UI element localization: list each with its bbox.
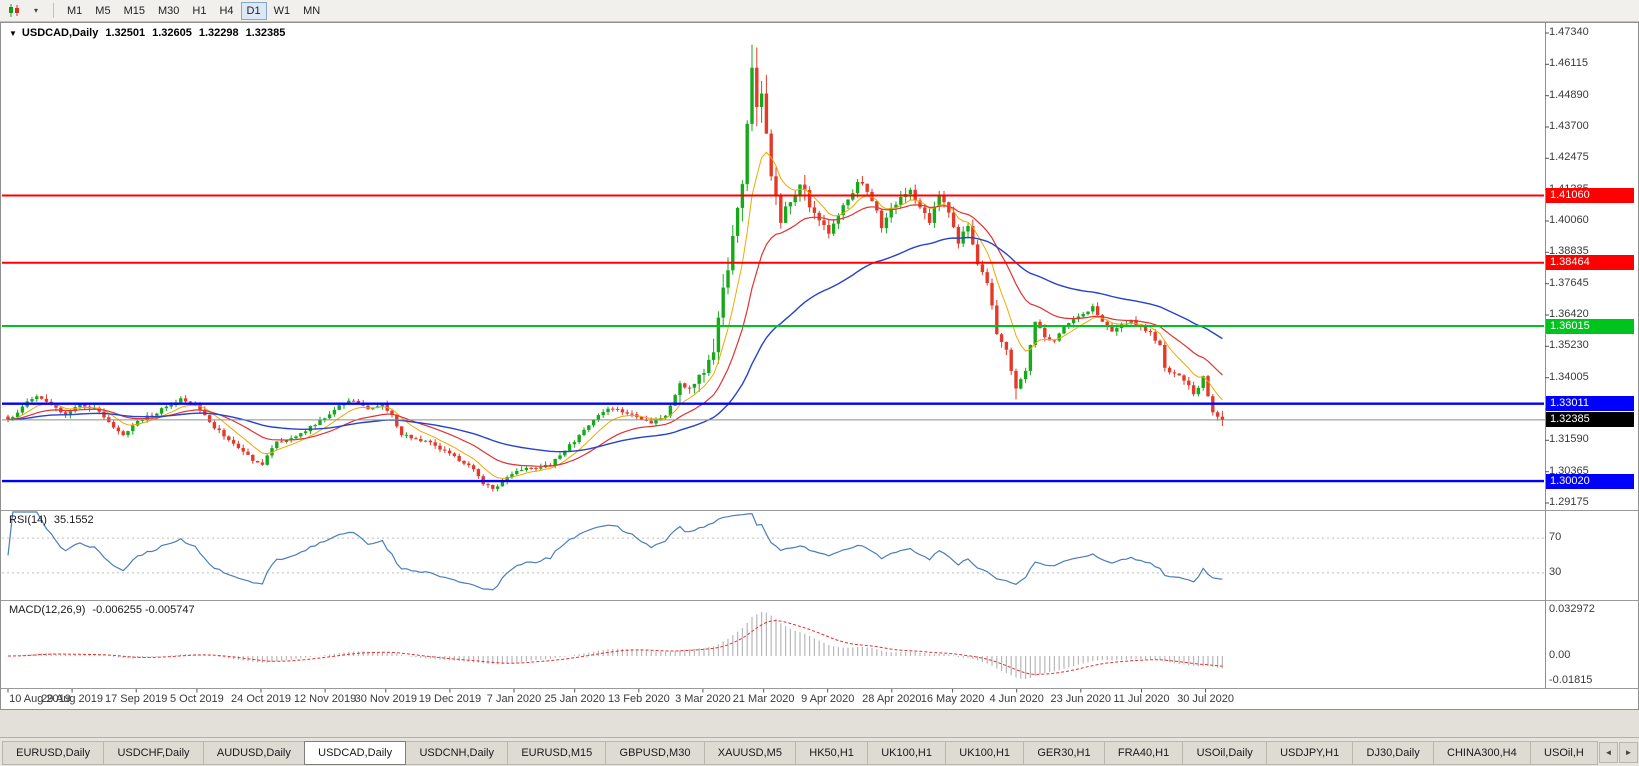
macd-scale-value: 0.00 <box>1549 649 1571 661</box>
date-tick-label: 16 May 2020 <box>920 693 985 705</box>
date-tick-label: 10 Aug 2019 <box>9 693 71 705</box>
date-tick-label: 3 Mar 2020 <box>675 693 731 705</box>
price-tick: 1.36420 <box>1549 307 1589 320</box>
date-tick-label: 4 Jun 2020 <box>989 693 1044 705</box>
tab-uk100-h1[interactable]: UK100,H1 <box>867 741 947 765</box>
date-tick-label: 24 Oct 2019 <box>231 693 291 705</box>
date-tick-label: 5 Oct 2019 <box>169 693 224 705</box>
tf-button-m5[interactable]: M5 <box>89 2 116 20</box>
tab-usdchf-daily[interactable]: USDCHF,Daily <box>103 741 204 765</box>
chart-tabs: EURUSD,Daily USDCHF,Daily AUDUSD,Daily USDC… <box>0 741 1598 765</box>
price-tick: 1.40060 <box>1549 213 1589 226</box>
macd-indicator-label: MACD(12,26,9) -0.006255 -0.005747 <box>9 604 195 616</box>
price-badge: 1.30020 <box>1546 473 1634 489</box>
chart-tabs-bar: EURUSD,Daily USDCHF,Daily AUDUSD,Daily USDC… <box>0 737 1639 766</box>
tab-eurusd-m15[interactable]: EURUSD,M15 <box>507 741 607 765</box>
date-tick-label: 25 Jan 2020 <box>544 693 606 705</box>
tab-ger30-h1[interactable]: GER30,H1 <box>1023 741 1105 765</box>
ohlc-high: 1.32605 <box>152 27 192 39</box>
price-badge: 1.33011 <box>1546 396 1634 412</box>
tab-usdcad-daily[interactable]: USDCAD,Daily <box>304 741 407 765</box>
tab-dj30-daily[interactable]: DJ30,Daily <box>1352 741 1434 765</box>
tab-gbpusd-m30[interactable]: GBPUSD,M30 <box>605 741 705 765</box>
rsi-scale-value: 30 <box>1549 565 1562 578</box>
date-tick-label: 19 Dec 2019 <box>418 693 482 705</box>
tab-hk50-h1[interactable]: HK50,H1 <box>795 741 869 765</box>
price-tick: 1.46115 <box>1549 57 1588 70</box>
price-badge: 1.41060 <box>1546 187 1634 203</box>
tf-button-w1[interactable]: W1 <box>268 2 297 20</box>
time-scale[interactable]: 10 Aug 2019 29 Aug 2019 17 Sep 2019 5 Oct 2… <box>0 0 1545 766</box>
tf-button-mn[interactable]: MN <box>297 2 326 20</box>
price-tick: 1.29175 <box>1549 495 1589 508</box>
price-tick: 1.43700 <box>1549 119 1589 132</box>
macd-scale-value: 0.032972 <box>1549 603 1595 616</box>
tf-button-m15[interactable]: M15 <box>118 2 151 20</box>
price-tick: 1.31590 <box>1549 433 1589 446</box>
tab-usdcnh-daily[interactable]: USDCNH,Daily <box>405 741 509 765</box>
chart-symbol: USDCAD,Daily <box>21 27 99 39</box>
date-tick-label: 13 Feb 2020 <box>607 693 670 705</box>
date-tick-label: 30 Jul 2020 <box>1177 693 1234 705</box>
tab-usoil-h[interactable]: USOil,H <box>1529 741 1598 765</box>
date-tick-label: 17 Sep 2019 <box>104 693 168 705</box>
price-badge: 1.32385 <box>1546 412 1634 428</box>
price-tick: 1.35230 <box>1549 339 1589 352</box>
date-tick-label: 9 Apr 2020 <box>801 693 855 705</box>
price-badges: 1.41060 1.38464 1.36015 1.33011 1.32385 1.300… <box>1546 0 1638 720</box>
date-tick-label: 29 Aug 2019 <box>41 693 103 705</box>
rsi-scale-value: 70 <box>1549 531 1562 544</box>
tab-usoil-daily[interactable]: USOil,Daily <box>1182 741 1267 765</box>
tabs-scroll-right-button[interactable]: ► <box>1619 742 1638 763</box>
tab-audusd-daily[interactable]: AUDUSD,Daily <box>202 741 305 765</box>
tf-button-h1[interactable]: H1 <box>186 2 212 20</box>
ohlc-close: 1.32385 <box>245 27 286 39</box>
price-tick: 1.34005 <box>1549 370 1589 383</box>
price-badge: 1.38464 <box>1546 255 1634 271</box>
macd-name: MACD(12,26,9) <box>9 604 86 616</box>
date-tick-label: 12 Nov 2019 <box>293 693 357 705</box>
date-tick-label: 28 Apr 2020 <box>862 693 922 705</box>
tf-button-m30[interactable]: M30 <box>152 2 185 20</box>
tab-scroll-arrows: ◄ ► <box>1599 742 1638 763</box>
tf-button-h4[interactable]: H4 <box>213 2 239 20</box>
toolbar-separator <box>53 3 54 18</box>
price-tick: 1.44890 <box>1549 88 1589 101</box>
tab-usdjpy-h1[interactable]: USDJPY,H1 <box>1265 741 1354 765</box>
tab-eurusd-daily[interactable]: EURUSD,Daily <box>2 741 105 765</box>
date-tick-label: 21 Mar 2020 <box>732 693 795 705</box>
ohlc-low: 1.32298 <box>198 27 239 39</box>
tab-china300-h4[interactable]: CHINA300,H4 <box>1432 741 1531 765</box>
timeframe-toolbar: ▾ M1 M5 M15 M30 H1 H4 D1 W1 MN <box>0 0 1639 22</box>
macd-values: -0.006255 -0.005747 <box>92 604 195 616</box>
date-tick-label: 30 Nov 2019 <box>354 693 417 705</box>
tf-button-d1[interactable]: D1 <box>240 1 267 20</box>
tf-button-m1[interactable]: M1 <box>61 2 88 20</box>
price-tick: 1.47340 <box>1549 26 1589 38</box>
candlestick-chart-icon[interactable] <box>4 2 24 20</box>
timeframe-buttons: M1 M5 M15 M30 H1 H4 D1 W1 MN <box>61 1 326 20</box>
price-tick: 1.37645 <box>1549 276 1589 289</box>
chart-type-dropdown[interactable]: ▾ <box>26 2 46 20</box>
price-badge: 1.36015 <box>1546 318 1634 334</box>
date-tick-label: 7 Jan 2020 <box>486 693 542 705</box>
ohlc-open: 1.32501 <box>105 27 146 39</box>
date-tick-label: 23 Jun 2020 <box>1050 693 1112 705</box>
price-tick: 1.38835 <box>1549 245 1589 258</box>
tab-uk100-h1[interactable]: UK100,H1 <box>945 741 1025 765</box>
tab-fra40-h1[interactable]: FRA40,H1 <box>1103 741 1184 765</box>
price-tick: 1.42475 <box>1549 151 1589 164</box>
chart-title: ▼ USDCAD,Daily 1.32501 1.32605 1.32298 1… <box>9 27 285 39</box>
date-tick-label: 11 Jul 2020 <box>1113 693 1170 705</box>
tab-xauusd-m5[interactable]: XAUUSD,M5 <box>703 741 797 765</box>
symbol-dropdown-icon[interactable]: ▼ <box>9 28 17 38</box>
candlestick-icon-graphic <box>9 4 19 17</box>
macd-scale-value: -0.01815 <box>1549 674 1593 687</box>
tabs-scroll-left-button[interactable]: ◄ <box>1599 742 1618 763</box>
